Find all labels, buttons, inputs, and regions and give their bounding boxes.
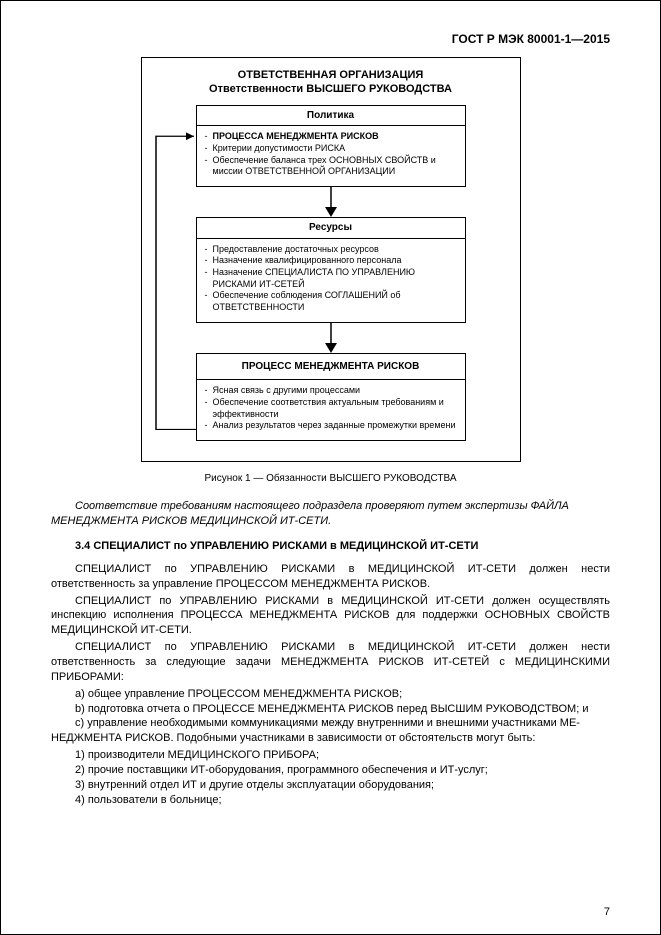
- list-item-num: 4) пользователи в больнице;: [51, 793, 610, 808]
- paragraph: СПЕЦИАЛИСТ по УПРАВЛЕНИЮ РИСКАМИ в МЕДИЦ…: [51, 640, 610, 685]
- paragraph: СПЕЦИАЛИСТ по УПРАВЛЕНИЮ РИСКАМИ в МЕДИЦ…: [51, 562, 610, 592]
- document-code: ГОСТ Р МЭК 80001-1—2015: [51, 31, 610, 47]
- list-item-num: 3) внутренний отдел ИТ и другие отделы э…: [51, 778, 610, 793]
- arrow-down-icon: [321, 187, 341, 217]
- resources-item: Назначение СПЕЦИАЛИСТА ПО УПРАВЛЕНИЮ РИС…: [213, 267, 457, 290]
- diagram-box-policy-header: Политика: [197, 106, 465, 127]
- paragraph: СПЕЦИАЛИСТ по УПРАВЛЕНИЮ РИСКАМИ в МЕДИЦ…: [51, 594, 610, 639]
- feedback-loop-arrow: [146, 105, 196, 441]
- policy-item: Обеспечение баланса трех ОСНОВНЫХ СВОЙСТ…: [213, 155, 457, 178]
- process-item: Анализ результатов через заданные промеж…: [213, 420, 457, 432]
- page: ГОСТ Р МЭК 80001-1—2015 ОТВЕТСТВЕННАЯ ОР…: [0, 0, 661, 935]
- diagram-box-resources: Ресурсы -Предоставление достаточных ресу…: [196, 217, 466, 323]
- diagram-box-policy: Политика -ПРОЦЕССА МЕНЕДЖМЕНТА РИСКОВ -К…: [196, 105, 466, 187]
- policy-item: Критерии допустимости РИСКА: [213, 143, 457, 155]
- diagram-title-line1: ОТВЕТСТВЕННАЯ ОРГАНИЗАЦИЯ: [238, 69, 424, 81]
- list-item-alpha: c) управление необходимыми коммуникациям…: [51, 716, 610, 731]
- diagram-outer-frame: ОТВЕТСТВЕННАЯ ОРГАНИЗАЦИЯ Ответственност…: [141, 57, 521, 462]
- diagram-box-process-header: ПРОЦЕСС МЕНЕДЖМЕНТА РИСКОВ: [197, 354, 465, 381]
- diagram-box-process: ПРОЦЕСС МЕНЕДЖМЕНТА РИСКОВ -Ясная связь …: [196, 353, 466, 441]
- list-item-alpha: a) общее управление ПРОЦЕССОМ МЕНЕДЖМЕНТ…: [51, 687, 610, 702]
- process-item: Обеспечение соответствия актуальным треб…: [213, 397, 457, 420]
- diagram-box-resources-body: -Предоставление достаточных ресурсов -На…: [197, 239, 465, 322]
- resources-item: Назначение квалифицированного персонала: [213, 255, 457, 267]
- page-number: 7: [604, 905, 610, 920]
- resources-item: Предоставление достаточных ресурсов: [213, 244, 457, 256]
- diagram-title-line2: Ответственности ВЫСШЕГО РУКОВОДСТВА: [209, 83, 452, 95]
- diagram-title: ОТВЕТСТВЕННАЯ ОРГАНИЗАЦИЯ Ответственност…: [157, 68, 505, 97]
- paragraph-continuation: НЕДЖМЕНТА РИСКОВ. Подобными участниками …: [51, 731, 610, 746]
- process-item: Ясная связь с другими процессами: [213, 385, 457, 397]
- list-item-num: 1) производители МЕДИЦИНСКОГО ПРИБОРА;: [51, 748, 610, 763]
- diagram-box-policy-body: -ПРОЦЕССА МЕНЕДЖМЕНТА РИСКОВ -Критерии д…: [197, 126, 465, 186]
- list-item-alpha: b) подготовка отчета о ПРОЦЕССЕ МЕНЕДЖМЕ…: [51, 702, 610, 717]
- compliance-note: Соответствие требованиям настоящего подр…: [51, 499, 610, 529]
- resources-item: Обеспечение соблюдения СОГЛАШЕНИЙ об ОТВ…: [213, 290, 457, 313]
- arrow-down-icon: [321, 323, 341, 353]
- diagram-box-resources-header: Ресурсы: [197, 218, 465, 239]
- section-heading: 3.4 СПЕЦИАЛИСТ по УПРАВЛЕНИЮ РИСКАМИ в М…: [51, 539, 610, 554]
- diagram-column: Политика -ПРОЦЕССА МЕНЕДЖМЕНТА РИСКОВ -К…: [196, 105, 466, 441]
- policy-item: ПРОЦЕССА МЕНЕДЖМЕНТА РИСКОВ: [213, 131, 457, 143]
- figure-caption: Рисунок 1 — Обязанности ВЫСШЕГО РУКОВОДС…: [51, 472, 610, 486]
- list-item-num: 2) прочие поставщики ИТ-оборудования, пр…: [51, 763, 610, 778]
- diagram-box-process-body: -Ясная связь с другими процессами -Обесп…: [197, 380, 465, 440]
